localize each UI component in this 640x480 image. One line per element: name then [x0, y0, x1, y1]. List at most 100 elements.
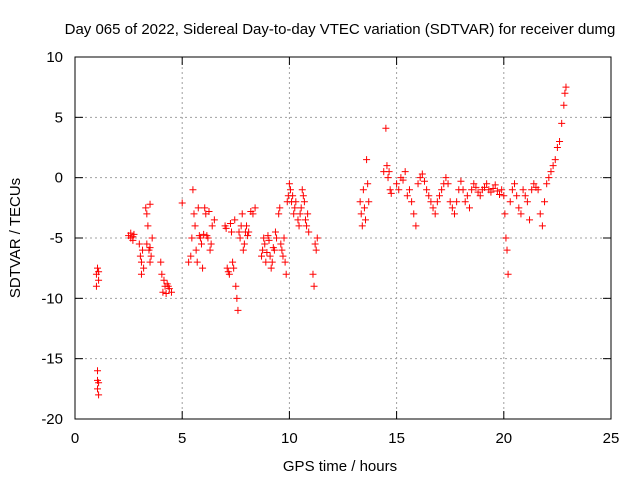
data-point [405, 186, 413, 194]
data-point [358, 222, 366, 230]
data-point [416, 174, 424, 182]
y-tick-label: -5 [50, 230, 63, 247]
data-point [294, 216, 302, 224]
data-point [521, 192, 529, 200]
data-point [232, 282, 240, 290]
data-point [387, 189, 395, 197]
data-point [506, 198, 514, 206]
data-point [468, 186, 476, 194]
data-point [190, 210, 198, 218]
data-point [192, 246, 200, 254]
y-tick-label: -10 [41, 290, 63, 307]
data-point [301, 216, 309, 224]
data-point [491, 181, 499, 189]
data-point [457, 177, 465, 185]
x-tick-label: 25 [603, 430, 620, 447]
data-point [290, 210, 298, 218]
data-point [285, 180, 293, 188]
data-point [549, 162, 557, 170]
data-point [289, 192, 297, 200]
data-point [159, 288, 167, 296]
data-point [547, 168, 555, 176]
data-point [538, 222, 546, 230]
data-point [191, 222, 199, 230]
data-point [385, 168, 393, 176]
data-point [560, 101, 568, 109]
data-point [273, 234, 281, 242]
data-point [194, 204, 202, 212]
data-point [157, 258, 165, 266]
data-point [508, 186, 516, 194]
data-point [225, 270, 233, 278]
x-tick-label: 5 [178, 430, 186, 447]
data-point [206, 246, 214, 254]
data-point [261, 240, 269, 248]
data-point [300, 198, 308, 206]
data-point [143, 240, 151, 248]
data-point [511, 180, 519, 188]
data-point [438, 186, 446, 194]
data-point [139, 246, 147, 254]
data-point [262, 258, 270, 266]
data-point [263, 248, 271, 256]
data-point [502, 234, 510, 242]
data-point [299, 192, 307, 200]
data-point [365, 198, 373, 206]
data-point [408, 198, 416, 206]
data-point [146, 200, 154, 208]
data-point [178, 199, 186, 207]
data-point [229, 258, 237, 266]
data-point [297, 204, 305, 212]
data-point [234, 306, 242, 314]
data-point [230, 264, 238, 272]
data-point [530, 180, 538, 188]
data-point [185, 258, 193, 266]
data-point [193, 258, 201, 266]
data-point [208, 222, 216, 230]
data-point [383, 162, 391, 170]
data-point [435, 192, 443, 200]
data-point [204, 234, 212, 242]
data-point [264, 232, 272, 240]
data-point [553, 144, 561, 151]
data-point [243, 222, 251, 230]
data-point [442, 174, 450, 182]
data-point [504, 270, 512, 278]
x-axis-label: GPS time / hours [283, 458, 397, 475]
data-point [465, 204, 473, 212]
y-tick-label: 10 [46, 49, 63, 66]
data-point [501, 210, 509, 218]
data-point [260, 234, 268, 242]
data-point [384, 174, 392, 182]
data-point [281, 258, 289, 266]
data-point [92, 282, 100, 290]
y-axis: -20 -15 -10 -5 0 5 10 [41, 49, 611, 428]
data-point [95, 276, 103, 284]
data-points [92, 83, 570, 399]
data-point [498, 186, 506, 194]
grid [75, 57, 611, 419]
data-point [235, 228, 243, 236]
data-point [305, 228, 313, 236]
data-point [244, 232, 252, 240]
data-point [280, 234, 288, 242]
data-point [444, 180, 452, 188]
data-point [226, 220, 234, 228]
data-point [528, 186, 536, 194]
data-point [463, 192, 471, 200]
data-point [276, 204, 284, 212]
data-point [431, 210, 439, 218]
data-point [474, 188, 482, 196]
data-point [393, 180, 401, 188]
data-point [142, 204, 150, 212]
data-point [418, 170, 426, 178]
data-point [278, 246, 286, 254]
data-point [487, 188, 495, 196]
data-point [94, 367, 102, 375]
data-point [500, 192, 508, 200]
data-point [450, 210, 458, 218]
data-point [239, 246, 247, 254]
data-point [513, 192, 521, 200]
x-tick-label: 20 [495, 430, 512, 447]
